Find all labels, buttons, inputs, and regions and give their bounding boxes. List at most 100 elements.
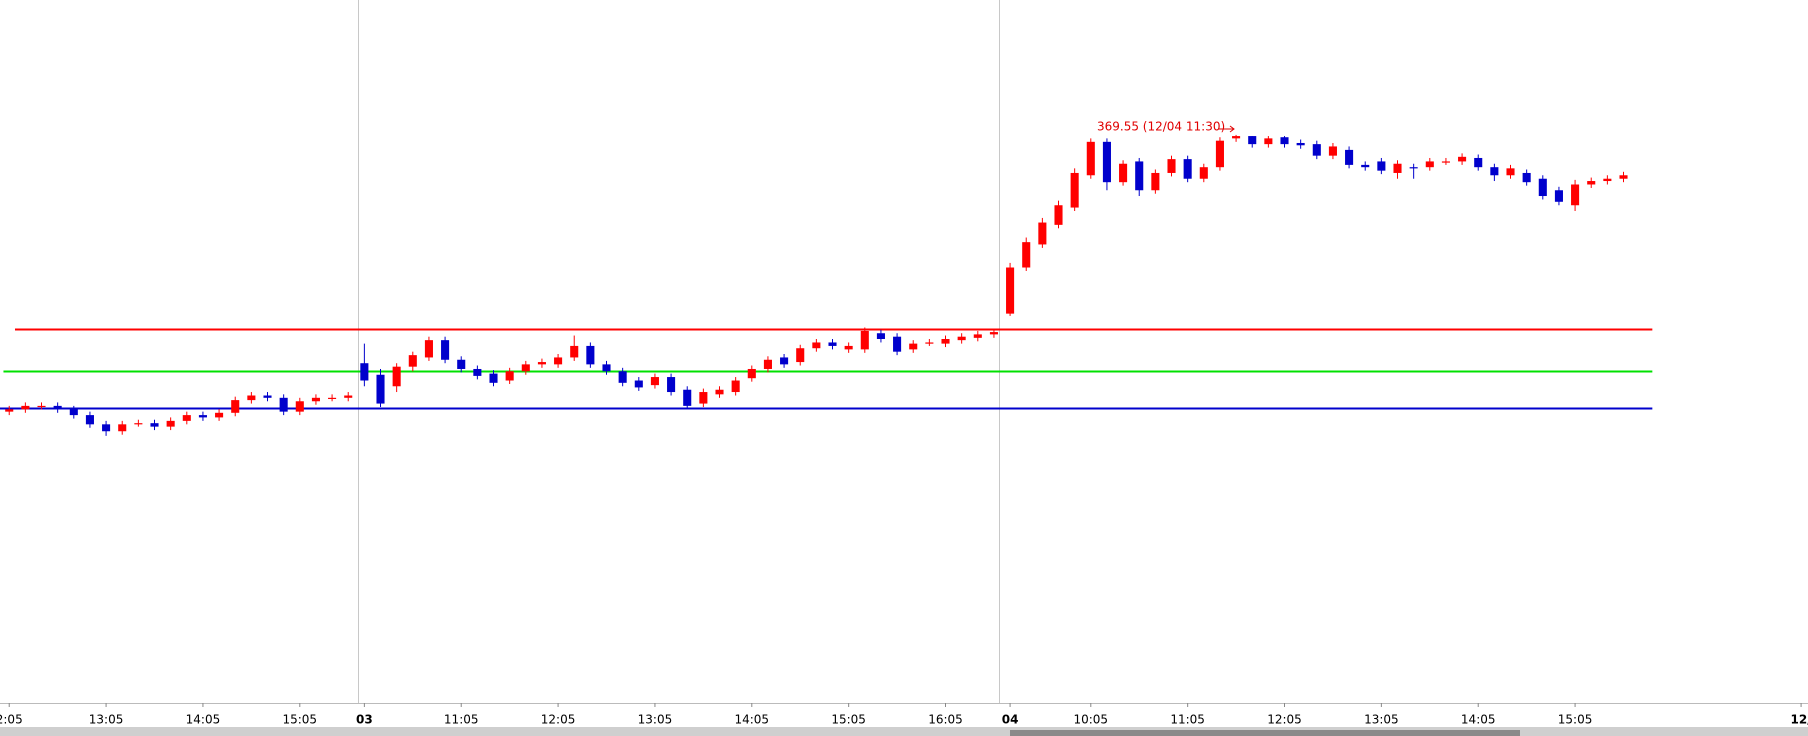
candle-body xyxy=(311,397,320,402)
candle-body xyxy=(683,389,692,406)
candle-body xyxy=(182,415,191,421)
x-tick-label: 12:05 xyxy=(541,713,576,727)
x-tick-label: 15:05 xyxy=(831,713,866,727)
candle-body xyxy=(1312,144,1321,156)
candle-body xyxy=(860,330,869,350)
candle-body xyxy=(215,412,224,418)
candle-body xyxy=(279,397,288,412)
x-tick-label: 14:05 xyxy=(186,713,221,727)
candle-body xyxy=(925,342,934,344)
candle-body xyxy=(1006,267,1015,314)
candle-body xyxy=(166,420,175,427)
candle-body xyxy=(747,368,756,379)
x-tick-label: 12/ xyxy=(1791,713,1808,727)
candle-body xyxy=(102,424,111,432)
candle-body xyxy=(134,423,143,425)
candle-body xyxy=(1248,136,1257,145)
candle-body xyxy=(1086,141,1095,176)
candle-body xyxy=(1054,205,1063,225)
candle-body xyxy=(667,377,676,393)
candle-body xyxy=(295,401,304,412)
candle-body xyxy=(231,400,240,413)
candle-body xyxy=(1264,138,1273,145)
candle-body xyxy=(1361,164,1370,168)
candle-body xyxy=(1522,172,1531,183)
candle-body xyxy=(570,345,579,358)
candle-body xyxy=(1441,161,1450,163)
candle-body xyxy=(408,355,417,367)
candle-body xyxy=(489,373,498,383)
x-tick-label: 10:05 xyxy=(1073,713,1108,727)
candle-body xyxy=(941,339,950,344)
x-tick-label: 12:05 xyxy=(1267,713,1302,727)
candle-body xyxy=(586,345,595,365)
candle-body xyxy=(973,334,982,338)
candle-body xyxy=(392,366,401,387)
candle-body xyxy=(715,389,724,395)
candle-body xyxy=(796,348,805,363)
x-tick-label: 14:05 xyxy=(734,713,769,727)
candle-body xyxy=(328,397,337,400)
candle-body xyxy=(1102,141,1111,183)
candle-body xyxy=(1425,161,1434,168)
candle-body xyxy=(21,405,30,410)
candle-body xyxy=(634,380,643,388)
candle-body xyxy=(554,357,563,365)
x-tick-label: 03 xyxy=(356,713,373,727)
candle-body xyxy=(247,395,256,401)
annotation: 369.55 (12/04 11:30) xyxy=(1097,120,1225,134)
candle-body xyxy=(1232,136,1241,139)
candle-body xyxy=(731,380,740,393)
candle-body xyxy=(37,405,46,408)
candle-body xyxy=(53,405,62,410)
x-tick-label: 15:05 xyxy=(1558,713,1593,727)
candle-body xyxy=(1038,222,1047,245)
candle-body xyxy=(441,340,450,360)
candle-body xyxy=(1296,142,1305,146)
candle-body xyxy=(263,395,272,398)
candle-body xyxy=(1393,163,1402,173)
candle-body xyxy=(1377,161,1386,171)
scrollbar-thumb[interactable] xyxy=(1010,730,1520,736)
candle-body xyxy=(473,368,482,376)
candle-body xyxy=(893,336,902,352)
candle-body xyxy=(1490,167,1499,176)
candle-body xyxy=(1345,149,1354,165)
candle-body xyxy=(457,359,466,369)
candle-body xyxy=(1280,137,1289,145)
candle-body xyxy=(376,374,385,404)
scrollbar[interactable] xyxy=(0,727,1808,736)
candle-body xyxy=(198,415,207,418)
candle-body xyxy=(85,415,94,425)
candle-body xyxy=(1183,159,1192,179)
candle-body xyxy=(1554,190,1563,202)
candle-body xyxy=(650,377,659,386)
x-tick-label: 14:05 xyxy=(1461,713,1496,727)
candle-body xyxy=(1474,157,1483,168)
candle-body xyxy=(909,343,918,350)
candle-body xyxy=(780,357,789,365)
candle-body xyxy=(1328,146,1337,156)
candle-body xyxy=(1070,172,1079,208)
x-tick-label: 11:05 xyxy=(444,713,479,727)
candle-body xyxy=(1215,140,1224,168)
candle-body xyxy=(1587,181,1596,185)
candle-body xyxy=(618,371,627,383)
x-tick-label: 11:05 xyxy=(1170,713,1205,727)
x-tick-label: 13:05 xyxy=(638,713,673,727)
candle-body xyxy=(521,364,530,372)
candle-body xyxy=(537,362,546,365)
candle-body xyxy=(505,371,514,381)
candle-body xyxy=(1603,178,1612,182)
candle-body xyxy=(69,409,78,416)
candle-body xyxy=(1571,184,1580,206)
candle-body xyxy=(1135,161,1144,191)
x-tick-label: 13:05 xyxy=(89,713,124,727)
x-tick-label: 15:05 xyxy=(282,713,317,727)
candle-body xyxy=(344,395,353,398)
candle-body xyxy=(1619,175,1628,179)
x-tick-label: 2:05 xyxy=(0,713,23,727)
candle-body xyxy=(1538,178,1547,197)
